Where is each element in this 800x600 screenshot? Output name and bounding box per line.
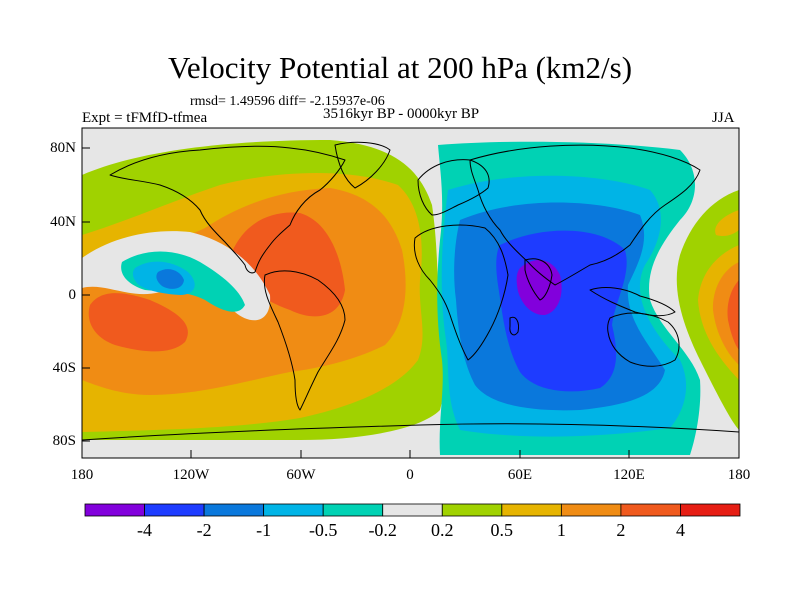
page-title: Velocity Potential at 200 hPa (km2/s) xyxy=(167,50,633,85)
contour-pos-0p5-northeast xyxy=(715,210,739,237)
coastline-australia xyxy=(607,312,680,367)
colorbar-swatch-7 xyxy=(501,503,562,517)
contour-neg-4-east xyxy=(516,259,562,316)
lon-label-180e: 180 xyxy=(727,467,751,483)
colorbar-label-2: -1 xyxy=(256,520,272,540)
lat-label-40N: 40N xyxy=(50,214,76,230)
coastline-madagascar xyxy=(509,316,519,336)
coastline-maritime-continent xyxy=(589,287,676,317)
colorbar-swatch-2 xyxy=(203,503,265,517)
colorbar-swatch-1 xyxy=(144,503,205,517)
contour-pos-2-east xyxy=(727,280,739,350)
colorbar-swatch-4 xyxy=(322,503,384,517)
colorbar-swatch-10 xyxy=(680,503,741,517)
contour-pos-2-pacific xyxy=(88,293,188,352)
colorbar-label-9: 4 xyxy=(676,520,685,540)
colorbar-swatch-9 xyxy=(620,503,681,517)
colorbar-swatch-3 xyxy=(263,503,324,517)
period-label: 3516kyr BP - 0000kyr BP xyxy=(323,106,480,122)
colorbar xyxy=(84,503,741,517)
coastline-north-america xyxy=(109,145,346,274)
coastline-south-america xyxy=(263,270,346,411)
colorbar-label-4: -0.2 xyxy=(368,520,397,540)
coastline-india xyxy=(524,258,553,301)
lat-label-40S: 40S xyxy=(52,360,76,376)
contour-neg-2-pacific xyxy=(156,269,184,289)
colorbar-label-1: -2 xyxy=(196,520,212,540)
lat-label-80N: 80N xyxy=(50,140,76,156)
coastline-greenland xyxy=(334,141,391,189)
lat-label-80S: 80S xyxy=(52,433,76,449)
colorbar-label-6: 0.5 xyxy=(490,520,514,540)
colorbar-swatch-8 xyxy=(560,503,622,517)
season-label: JJA xyxy=(712,110,735,126)
experiment-label: Expt = tFMfD-tfmea xyxy=(82,110,208,126)
coastline-europe xyxy=(417,159,490,216)
colorbar-swatch-5 xyxy=(382,503,443,517)
colorbar-label-3: -0.5 xyxy=(308,520,338,540)
lon-label-120E: 120E xyxy=(613,467,645,483)
lon-label-60E: 60E xyxy=(507,467,533,483)
contour-pos-1-east xyxy=(712,262,739,365)
coastline-africa xyxy=(413,224,509,361)
colorbar-label-5: 0.2 xyxy=(431,520,454,540)
colorbar-swatch-0 xyxy=(84,503,145,517)
lon-label-0: 0 xyxy=(406,467,414,483)
coastline-asia xyxy=(469,144,701,286)
colorbar-swatch-6 xyxy=(441,503,503,517)
lon-label-60W: 60W xyxy=(286,467,316,483)
coastline-antarctica xyxy=(82,423,739,441)
axis-ticks xyxy=(81,147,740,458)
lat-label-0: 0 xyxy=(68,287,77,303)
statistics-text: rmsd= 1.49596 diff= -2.15937e-06 xyxy=(190,94,385,109)
coastlines xyxy=(82,141,739,441)
lon-label-180w: 180 xyxy=(70,467,94,483)
colorbar-label-8: 2 xyxy=(616,520,626,540)
colorbar-label-7: 1 xyxy=(556,520,566,540)
lon-label-120W: 120W xyxy=(172,467,210,483)
colorbar-label-0: -4 xyxy=(137,520,152,540)
